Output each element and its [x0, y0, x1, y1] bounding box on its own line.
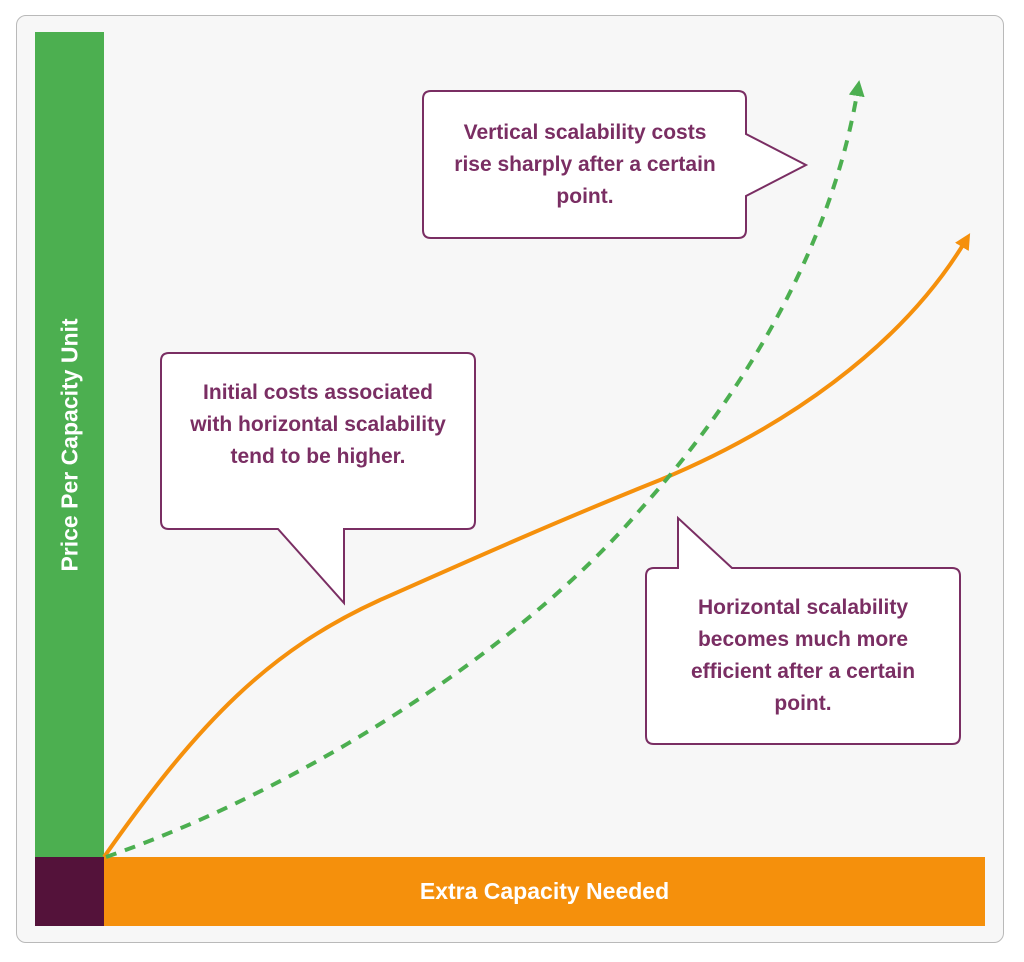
vertical-callout-text: Vertical scalability costs rise sharply …: [454, 121, 716, 208]
axis-origin-block: [35, 857, 104, 926]
vertical-callout-bubble: [422, 90, 809, 239]
horizontal-callout-text: Horizontal scalability becomes much more…: [690, 596, 916, 715]
vertical-scalability-curve: [105, 80, 865, 859]
x-axis-bar: Extra Capacity Needed: [104, 857, 985, 926]
initial-costs-callout-text: Initial costs associated with horizontal…: [190, 381, 446, 468]
y-axis-bar: Price Per Capacity Unit: [35, 32, 104, 857]
initial-costs-callout-bubble: [160, 352, 476, 606]
horizontal-callout-bubble: [645, 515, 961, 745]
horizontal-scalability-curve: [102, 233, 971, 859]
x-axis-label: Extra Capacity Needed: [419, 878, 670, 904]
